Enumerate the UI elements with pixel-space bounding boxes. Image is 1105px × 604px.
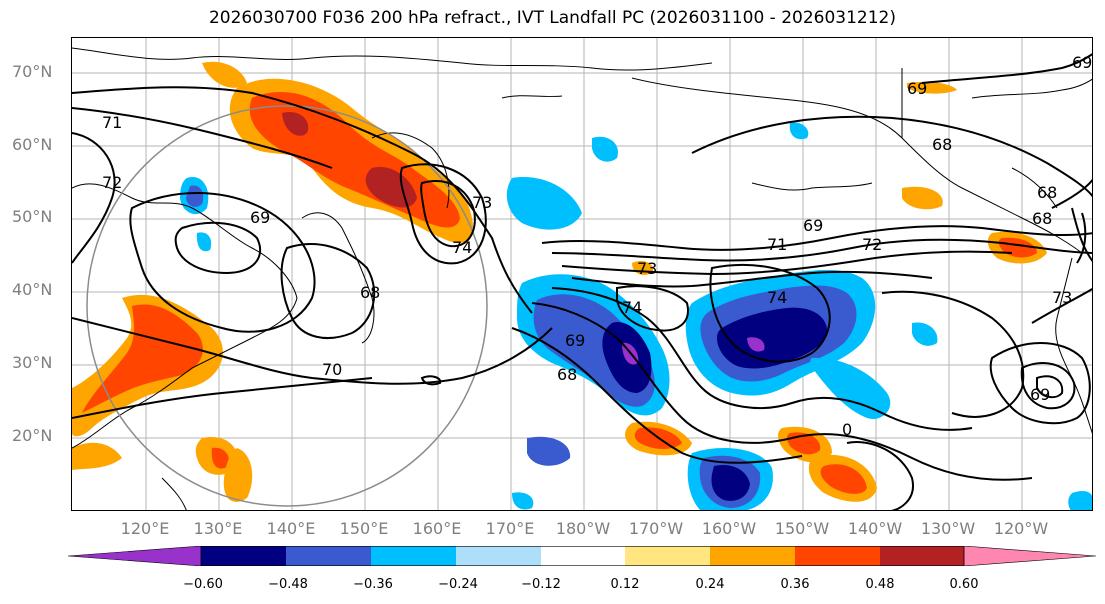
colorbar-bin [795,546,880,566]
map-panel: 71 72 69 73 74 68 70 69 68 69 71 72 73 7… [71,37,1093,511]
lat-label-20n: 20°N [12,426,53,445]
contour-label: 74 [767,288,787,307]
colorbar-tick-label: −0.60 [183,577,223,592]
lat-label-40n: 40°N [12,280,53,299]
colorbar-tick-label: 0.12 [610,577,640,592]
contour-label: 68 [932,135,952,154]
colorbar-tick-label: 0.36 [780,577,810,592]
contour-label: 68 [1032,209,1052,228]
colorbar-bin [201,546,286,566]
contour-label: 0 [842,420,852,439]
lon-label-180w: 180°W [555,519,611,538]
colorbar-tick-label: 0.60 [949,577,979,592]
contour-label: 72 [862,235,882,254]
contour-label: 69 [1030,385,1050,404]
colorbar-tick-label: 0.48 [865,577,895,592]
contour-label: 69 [1072,53,1092,72]
colorbar-bin [541,546,625,566]
lon-label-140w: 140°W [847,519,903,538]
lat-label-30n: 30°N [12,353,53,372]
lat-label-50n: 50°N [12,207,53,226]
lon-label-130w: 130°W [920,519,976,538]
colorbar-tick-label: −0.36 [353,577,393,592]
range-circle [86,105,488,507]
colorbar-extend-low [68,546,202,566]
contour-label: 69 [250,208,270,227]
contour-label: 68 [1037,183,1057,202]
colorbar-bin [456,546,541,566]
positive-pc-shading [72,61,1047,502]
contour-label: 74 [452,238,472,257]
lon-label-160e: 160°E [412,519,462,538]
contour-label: 73 [637,259,657,278]
contour-label: 71 [102,113,122,132]
contour-label: 68 [360,283,380,302]
contour-label: 71 [767,235,787,254]
colorbar-extend-high [963,546,1096,566]
lon-label-160w: 160°W [701,519,757,538]
contour-label: 70 [322,360,342,379]
colorbar-tick-label: 0.24 [695,577,725,592]
lon-label-170w: 170°W [628,519,684,538]
colorbar [68,546,1096,566]
contour-label: 69 [907,79,927,98]
contour-label: 74 [622,298,642,317]
contour-label: 68 [557,365,577,384]
lon-label-150w: 150°W [774,519,830,538]
contour-label: 69 [803,216,823,235]
contour-label: 72 [102,173,122,192]
refractivity-contours [72,53,1092,510]
contour-label: 73 [1052,288,1072,307]
lon-label-130e: 130°E [193,519,243,538]
lon-label-150e: 150°E [339,519,389,538]
map-canvas: 71 72 69 73 74 68 70 69 68 69 71 72 73 7… [72,38,1092,510]
colorbar-bin [286,546,371,566]
map-title: 2026030700 F036 200 hPa refract., IVT La… [208,8,896,28]
lat-label-70n: 70°N [12,62,53,81]
colorbar-bin [371,546,456,566]
lon-label-140e: 140°E [266,519,316,538]
colorbar-outline [200,546,965,566]
contour-label: 69 [565,331,585,350]
colorbar-bin [710,546,795,566]
lon-label-120e: 120°E [120,519,170,538]
colorbar-bin [880,546,964,566]
colorbar-tick-label: −0.12 [521,577,561,592]
colorbar-tick-label: −0.48 [268,577,308,592]
lon-label-170e: 170°E [485,519,535,538]
lat-label-60n: 60°N [12,135,53,154]
contour-label: 73 [472,193,492,212]
lon-label-120w: 120°W [993,519,1049,538]
colorbar-bin [625,546,710,566]
colorbar-tick-label: −0.24 [438,577,478,592]
contour-labels: 71 72 69 73 74 68 70 69 68 69 71 72 73 7… [102,53,1092,439]
